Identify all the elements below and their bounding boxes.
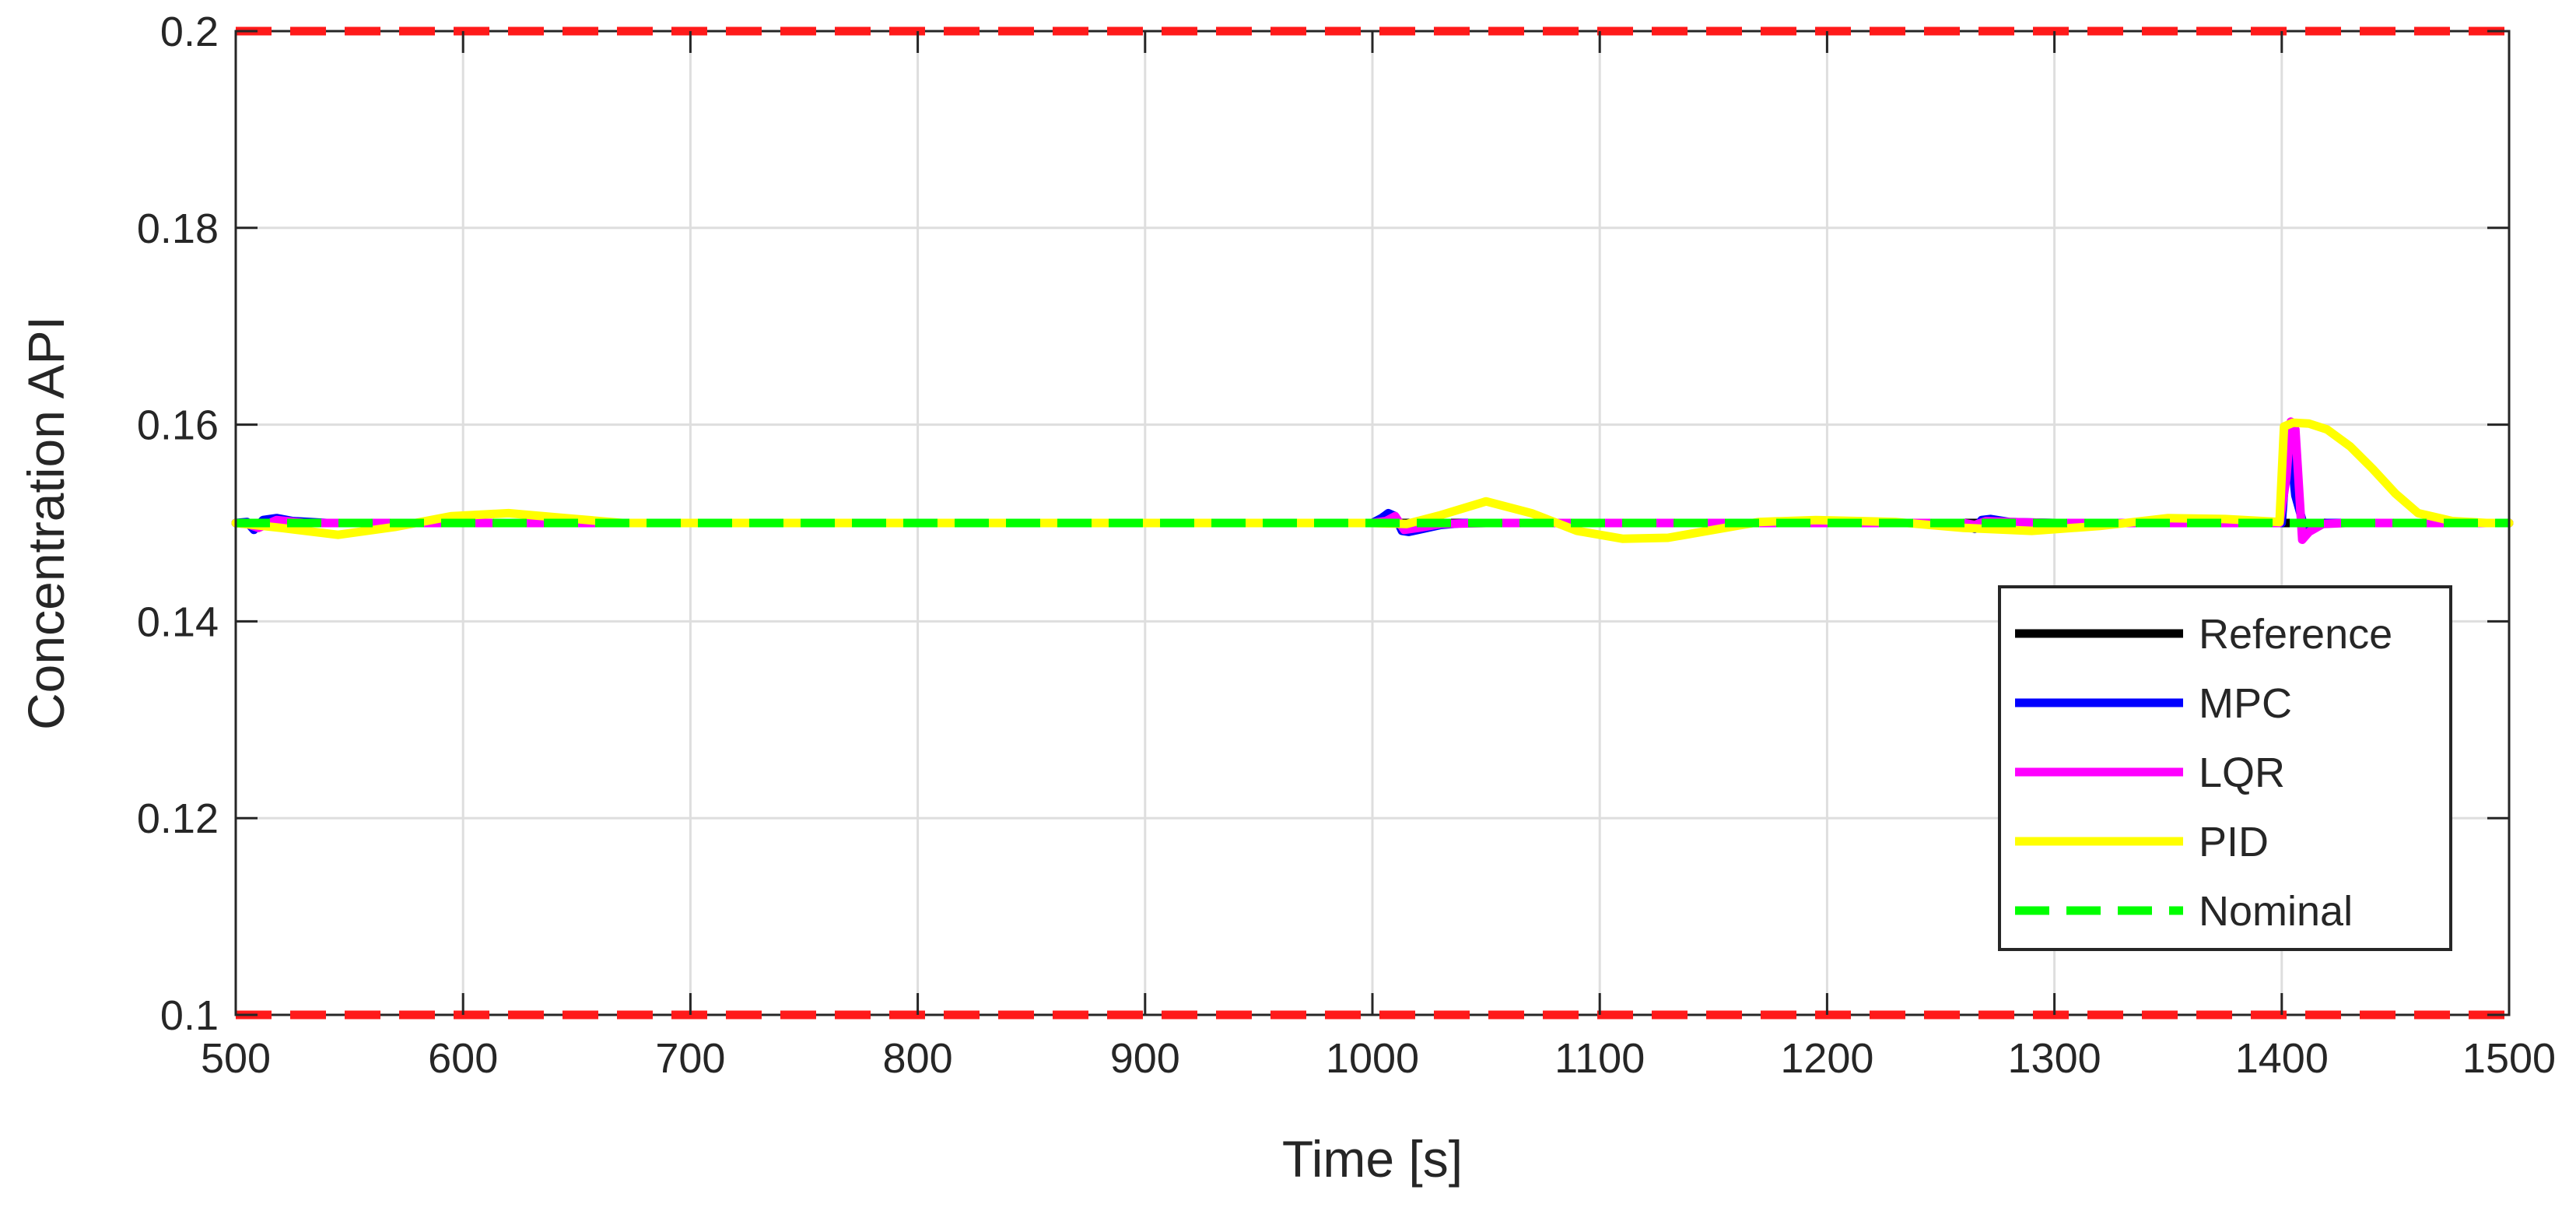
y-tick-label-0-14: 0.14 xyxy=(137,598,219,645)
x-tick-label-1300: 1300 xyxy=(2008,1035,2101,1082)
legend-label-pid: PID xyxy=(2199,819,2269,865)
x-axis-ticks: 500 600 700 800 900 1000 1100 1200 1300 1400 1500 xyxy=(201,31,2556,1082)
y-tick-label-0-1: 0.1 xyxy=(160,992,219,1039)
legend: Reference MPC LQR PID Nominal xyxy=(1998,585,2452,951)
x-tick-label-900: 900 xyxy=(1110,1035,1180,1082)
x-tick-label-600: 600 xyxy=(428,1035,498,1082)
legend-label-mpc: MPC xyxy=(2199,680,2292,727)
x-tick-label-700: 700 xyxy=(655,1035,725,1082)
series-layer xyxy=(231,417,2514,544)
x-tick-label-500: 500 xyxy=(201,1035,271,1082)
x-tick-label-1100: 1100 xyxy=(1554,1035,1645,1082)
y-tick-label-0-16: 0.16 xyxy=(137,402,219,449)
y-axis-label: Concentration API xyxy=(17,316,75,730)
legend-label-nominal: Nominal xyxy=(2199,888,2353,935)
legend-label-lqr: LQR xyxy=(2199,749,2285,796)
y-tick-label-0-18: 0.18 xyxy=(137,205,219,252)
y-tick-label-0-2: 0.2 xyxy=(160,9,219,55)
y-tick-label-0-12: 0.12 xyxy=(137,795,219,842)
x-tick-label-800: 800 xyxy=(883,1035,953,1082)
x-tick-label-1500: 1500 xyxy=(2462,1035,2556,1082)
y-axis-ticks: 0.1 0.12 0.14 0.16 0.18 0.2 xyxy=(137,9,2509,1039)
x-tick-label-1000: 1000 xyxy=(1326,1035,1419,1082)
x-tick-label-1200: 1200 xyxy=(1780,1035,1873,1082)
x-axis-label: Time [s] xyxy=(1282,1130,1463,1188)
x-tick-label-1400: 1400 xyxy=(2235,1035,2329,1082)
legend-label-reference: Reference xyxy=(2199,611,2392,658)
